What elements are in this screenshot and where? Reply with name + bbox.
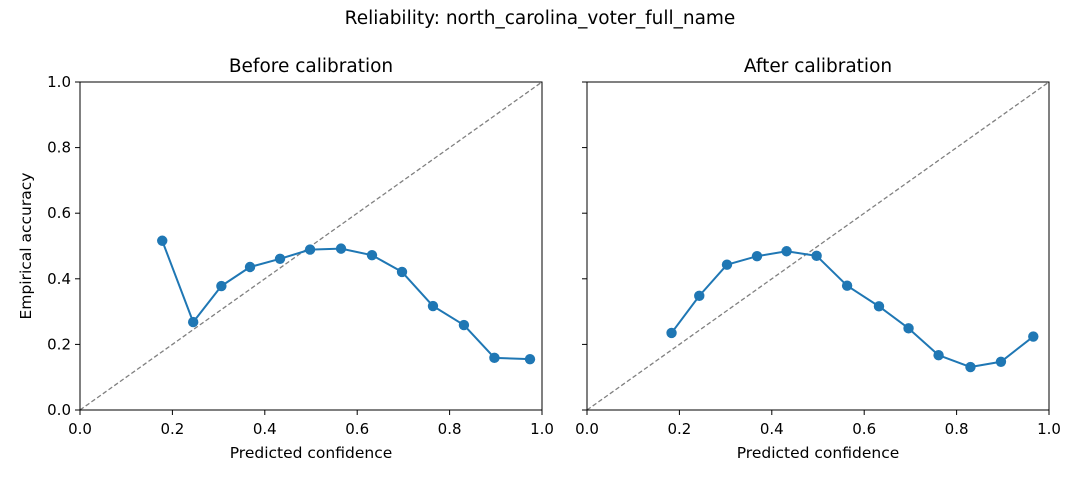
x-tick-label: 0.6 (852, 420, 876, 438)
x-axis-label: Predicted confidence (737, 444, 900, 462)
data-point (524, 353, 536, 365)
data-point (489, 352, 500, 364)
data-point (366, 249, 378, 261)
panel-title: After calibration (744, 56, 892, 77)
data-point (873, 301, 885, 312)
chart-panel-1: 0.0 0.2 0.4 0.6 0.8 1.0 0.0 0.2 0.4 0.6 0.8 1.0 Befo… (17, 56, 554, 462)
x-tick-label: 0.2 (160, 420, 184, 438)
data-point (811, 250, 822, 262)
chart-panel-2: 0.0 0.2 0.4 0.6 0.8 1.0 After calibration Predi… (575, 56, 1061, 462)
data-point (157, 235, 168, 246)
data-point (995, 356, 1007, 367)
x-tick-label: 0.4 (253, 420, 277, 438)
data-point (396, 266, 408, 278)
y-tick-label: 0.2 (47, 335, 71, 353)
data-point (751, 250, 763, 262)
axes-frame (79, 81, 543, 411)
perfect-calibration-line (586, 81, 1050, 411)
data-point (335, 243, 347, 254)
data-point (781, 246, 792, 257)
data-point (841, 280, 853, 291)
x-tick-label: 0.0 (68, 420, 92, 438)
data-point (458, 319, 470, 331)
data-point (274, 253, 286, 264)
panel-title: Before calibration (229, 56, 393, 77)
x-tick-label: 0.6 (345, 420, 369, 438)
y-tick-label: 0.6 (47, 204, 71, 222)
data-point (965, 361, 976, 373)
y-tick-label: 1.0 (47, 73, 71, 91)
x-tick-label: 0.0 (575, 420, 599, 438)
reliability-series-line (161, 240, 531, 361)
x-tick-label: 0.8 (438, 420, 462, 438)
data-point (244, 261, 256, 273)
y-tick-label: 0.8 (47, 139, 71, 157)
x-tick-label: 0.8 (945, 420, 969, 438)
y-tick-label: 0.0 (47, 401, 71, 419)
y-tick-label: 0.4 (47, 270, 71, 288)
x-tick-label: 0.2 (667, 420, 691, 438)
data-point (304, 244, 316, 255)
y-axis-label: Empirical accuracy (17, 173, 35, 320)
data-point (903, 323, 914, 334)
x-tick-label: 1.0 (1037, 420, 1061, 438)
data-point (1028, 331, 1039, 342)
x-tick-label: 1.0 (530, 420, 554, 438)
data-point (216, 280, 227, 292)
data-point (933, 350, 944, 361)
data-point (666, 327, 677, 339)
figure-title: Reliability: north_carolina_voter_full_n… (345, 8, 736, 29)
x-axis-label: Predicted confidence (230, 444, 393, 462)
data-point (427, 300, 439, 312)
data-point (721, 259, 733, 270)
data-point (694, 290, 705, 302)
axes-frame (586, 81, 1050, 411)
data-point (187, 316, 199, 328)
x-tick-label: 0.4 (760, 420, 784, 438)
